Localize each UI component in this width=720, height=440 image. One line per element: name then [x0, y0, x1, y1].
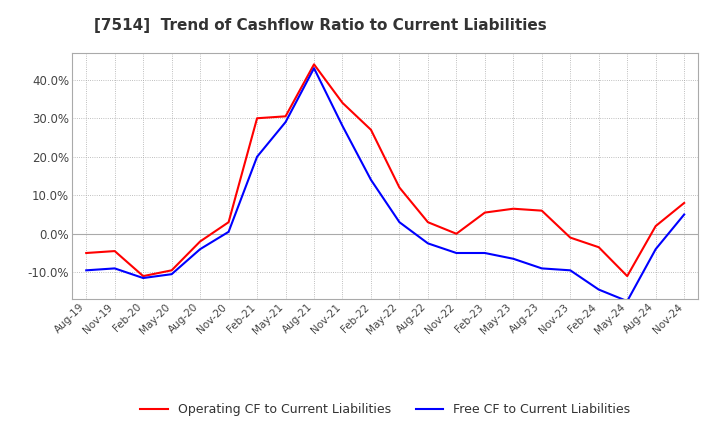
- Operating CF to Current Liabilities: [366, 127, 375, 132]
- Operating CF to Current Liabilities: [623, 274, 631, 279]
- Operating CF to Current Liabilities: [452, 231, 461, 236]
- Free CF to Current Liabilities: [680, 212, 688, 217]
- Operating CF to Current Liabilities: [110, 249, 119, 254]
- Free CF to Current Liabilities: [310, 66, 318, 71]
- Operating CF to Current Liabilities: [680, 200, 688, 205]
- Free CF to Current Liabilities: [452, 250, 461, 256]
- Free CF to Current Liabilities: [110, 266, 119, 271]
- Free CF to Current Liabilities: [509, 256, 518, 261]
- Free CF to Current Liabilities: [253, 154, 261, 159]
- Free CF to Current Liabilities: [82, 268, 91, 273]
- Operating CF to Current Liabilities: [82, 250, 91, 256]
- Operating CF to Current Liabilities: [395, 185, 404, 190]
- Free CF to Current Liabilities: [480, 250, 489, 256]
- Operating CF to Current Liabilities: [652, 224, 660, 229]
- Operating CF to Current Liabilities: [167, 268, 176, 273]
- Legend: Operating CF to Current Liabilities, Free CF to Current Liabilities: Operating CF to Current Liabilities, Fre…: [135, 398, 635, 421]
- Operating CF to Current Liabilities: [253, 116, 261, 121]
- Free CF to Current Liabilities: [537, 266, 546, 271]
- Free CF to Current Liabilities: [395, 220, 404, 225]
- Free CF to Current Liabilities: [338, 123, 347, 128]
- Free CF to Current Liabilities: [623, 298, 631, 304]
- Operating CF to Current Liabilities: [282, 114, 290, 119]
- Operating CF to Current Liabilities: [595, 245, 603, 250]
- Free CF to Current Liabilities: [566, 268, 575, 273]
- Operating CF to Current Liabilities: [537, 208, 546, 213]
- Line: Operating CF to Current Liabilities: Operating CF to Current Liabilities: [86, 64, 684, 276]
- Free CF to Current Liabilities: [366, 177, 375, 183]
- Operating CF to Current Liabilities: [139, 274, 148, 279]
- Operating CF to Current Liabilities: [480, 210, 489, 215]
- Operating CF to Current Liabilities: [423, 220, 432, 225]
- Operating CF to Current Liabilities: [509, 206, 518, 211]
- Free CF to Current Liabilities: [595, 287, 603, 292]
- Free CF to Current Liabilities: [282, 119, 290, 125]
- Operating CF to Current Liabilities: [196, 239, 204, 244]
- Operating CF to Current Liabilities: [225, 220, 233, 225]
- Free CF to Current Liabilities: [225, 229, 233, 235]
- Free CF to Current Liabilities: [423, 241, 432, 246]
- Line: Free CF to Current Liabilities: Free CF to Current Liabilities: [86, 68, 684, 301]
- Free CF to Current Liabilities: [196, 246, 204, 252]
- Operating CF to Current Liabilities: [338, 100, 347, 106]
- Operating CF to Current Liabilities: [310, 62, 318, 67]
- Operating CF to Current Liabilities: [566, 235, 575, 240]
- Text: [7514]  Trend of Cashflow Ratio to Current Liabilities: [7514] Trend of Cashflow Ratio to Curren…: [94, 18, 546, 33]
- Free CF to Current Liabilities: [167, 271, 176, 277]
- Free CF to Current Liabilities: [139, 275, 148, 281]
- Free CF to Current Liabilities: [652, 246, 660, 252]
